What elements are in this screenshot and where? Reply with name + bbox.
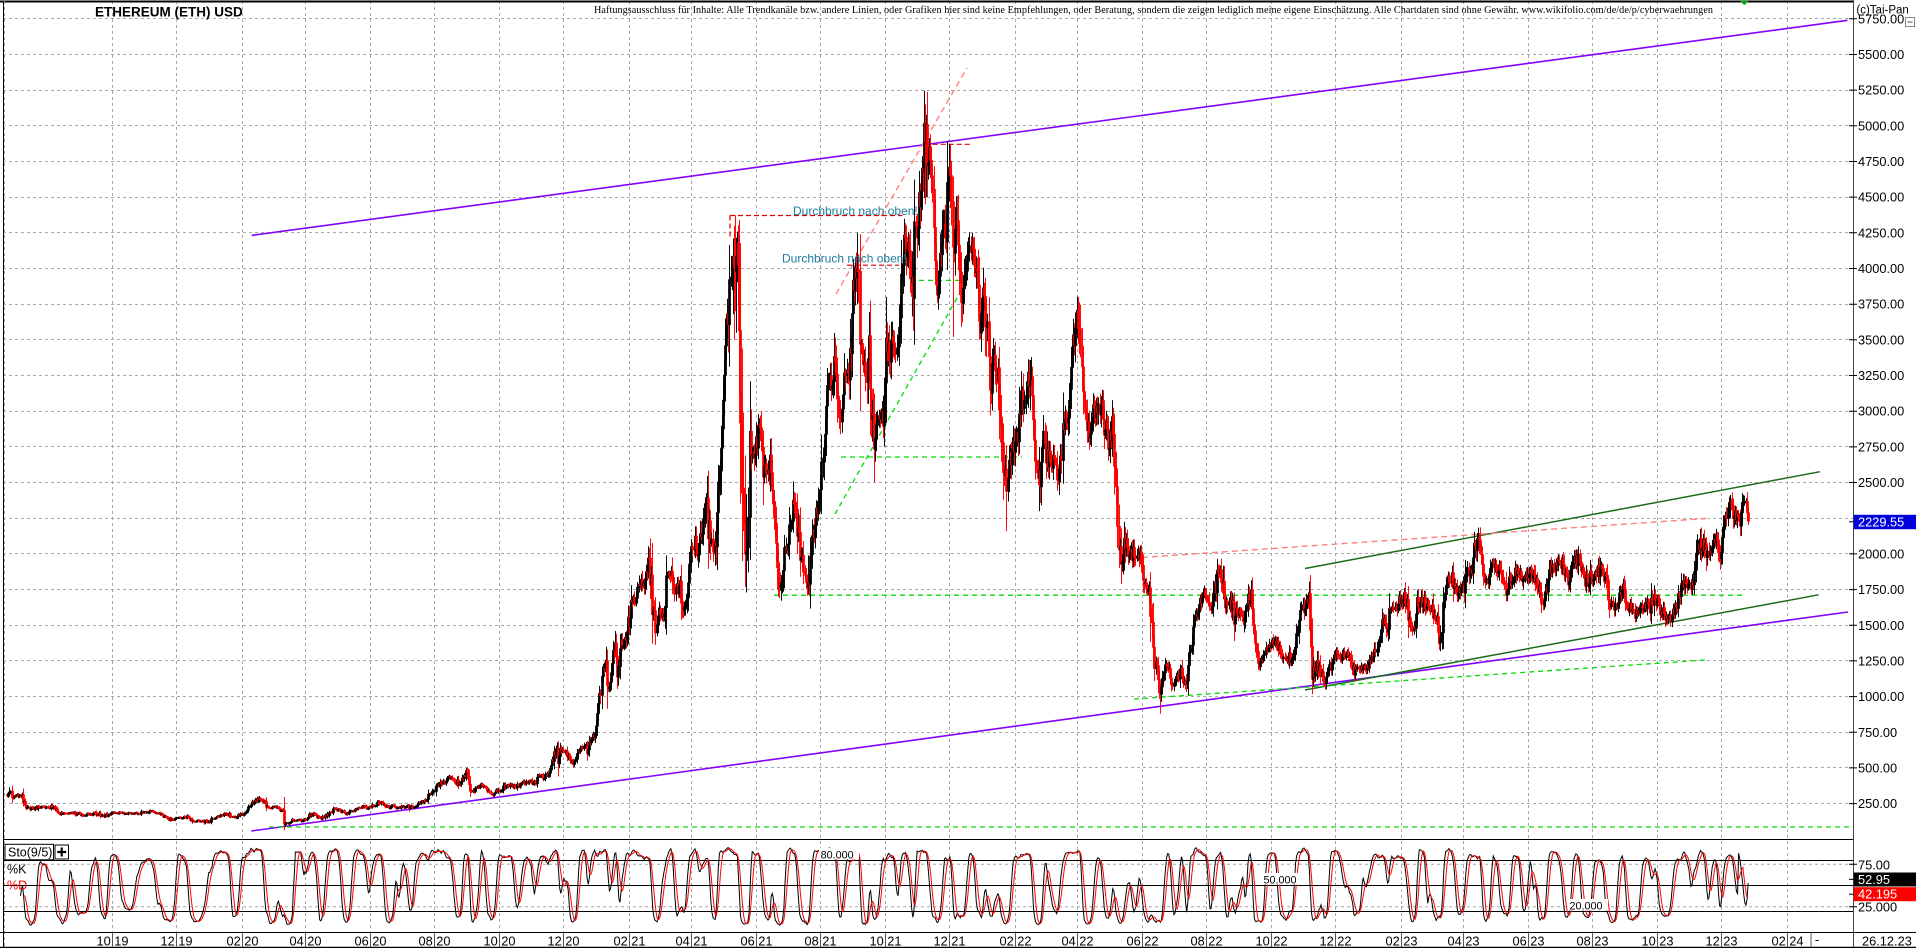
svg-text:5000.00: 5000.00 xyxy=(1858,118,1904,133)
svg-text:08 21: 08 21 xyxy=(804,934,836,948)
svg-text:500.00: 500.00 xyxy=(1858,760,1897,775)
svg-text:2000.00: 2000.00 xyxy=(1858,546,1904,561)
svg-text:2750.00: 2750.00 xyxy=(1858,439,1904,454)
svg-text:4750.00: 4750.00 xyxy=(1858,154,1904,169)
svg-text:04 22: 04 22 xyxy=(1061,934,1093,948)
svg-text:Durchbruch nach oben!: Durchbruch nach oben! xyxy=(782,252,907,266)
svg-text:750.00: 750.00 xyxy=(1858,725,1897,740)
svg-text:02 24: 02 24 xyxy=(1771,934,1803,948)
svg-text:10 21: 10 21 xyxy=(869,934,901,948)
svg-text:08 20: 08 20 xyxy=(418,934,450,948)
svg-text:02 20: 02 20 xyxy=(226,934,258,948)
svg-text:10 19: 10 19 xyxy=(96,934,128,948)
svg-text:Durchbruch nach oben!: Durchbruch nach oben! xyxy=(793,204,918,218)
svg-text:5750.00: 5750.00 xyxy=(1858,11,1904,26)
svg-text:02 22: 02 22 xyxy=(999,934,1031,948)
svg-text:1250.00: 1250.00 xyxy=(1858,653,1904,668)
svg-text:2229.55: 2229.55 xyxy=(1858,514,1904,529)
svg-text:06 21: 06 21 xyxy=(740,934,772,948)
svg-text:02 21: 02 21 xyxy=(613,934,645,948)
svg-text:04 21: 04 21 xyxy=(675,934,707,948)
svg-text:250.00: 250.00 xyxy=(1858,796,1897,811)
svg-text:%K: %K xyxy=(7,863,27,877)
svg-text:ETHEREUM (ETH) USD: ETHEREUM (ETH) USD xyxy=(95,5,243,20)
svg-text:-: - xyxy=(1815,932,1819,947)
svg-text:4000.00: 4000.00 xyxy=(1858,261,1904,276)
svg-text:10 23: 10 23 xyxy=(1641,934,1673,948)
svg-text:10 22: 10 22 xyxy=(1255,934,1287,948)
svg-text:4500.00: 4500.00 xyxy=(1858,190,1904,205)
svg-text:12 21: 12 21 xyxy=(933,934,965,948)
svg-text:08 23: 08 23 xyxy=(1576,934,1608,948)
svg-text:5250.00: 5250.00 xyxy=(1858,83,1904,98)
svg-text:06 23: 06 23 xyxy=(1512,934,1544,948)
svg-text:06 22: 06 22 xyxy=(1126,934,1158,948)
svg-text:(c)Tai-Pan: (c)Tai-Pan xyxy=(1856,5,1908,17)
svg-text:02 23: 02 23 xyxy=(1385,934,1417,948)
svg-text:50.000: 50.000 xyxy=(1264,875,1297,887)
svg-text:1750.00: 1750.00 xyxy=(1858,582,1904,597)
svg-text:20.000: 20.000 xyxy=(1570,901,1603,913)
svg-text:06 20: 06 20 xyxy=(354,934,386,948)
svg-text:12 20: 12 20 xyxy=(547,934,579,948)
svg-text:Sto(9/5): Sto(9/5) xyxy=(8,846,52,860)
svg-text:4250.00: 4250.00 xyxy=(1858,225,1904,240)
svg-text:1500.00: 1500.00 xyxy=(1858,618,1904,633)
svg-text:%D: %D xyxy=(7,879,27,893)
svg-text:3250.00: 3250.00 xyxy=(1858,368,1904,383)
svg-text:42.195: 42.195 xyxy=(1858,887,1897,902)
svg-text:12 23: 12 23 xyxy=(1705,934,1737,948)
svg-text:26.12.23: 26.12.23 xyxy=(1862,934,1912,948)
svg-text:3500.00: 3500.00 xyxy=(1858,332,1904,347)
svg-text:08 22: 08 22 xyxy=(1190,934,1222,948)
svg-text:12 22: 12 22 xyxy=(1319,934,1351,948)
svg-text:3000.00: 3000.00 xyxy=(1858,404,1904,419)
svg-text:75.00: 75.00 xyxy=(1858,857,1890,872)
svg-text:04 23: 04 23 xyxy=(1447,934,1479,948)
svg-text:1000.00: 1000.00 xyxy=(1858,689,1904,704)
svg-text:12 19: 12 19 xyxy=(160,934,192,948)
svg-text:25.000: 25.000 xyxy=(1858,900,1897,915)
svg-text:04 20: 04 20 xyxy=(289,934,321,948)
svg-text:52.95: 52.95 xyxy=(1858,872,1890,887)
svg-text:2500.00: 2500.00 xyxy=(1858,475,1904,490)
svg-text:Haftungsausschluss für Inhalte: Haftungsausschluss für Inhalte: Alle Tre… xyxy=(594,5,1713,16)
svg-text:10 20: 10 20 xyxy=(483,934,515,948)
svg-text:3750.00: 3750.00 xyxy=(1858,297,1904,312)
svg-text:80.000: 80.000 xyxy=(821,850,854,862)
svg-text:5500.00: 5500.00 xyxy=(1858,47,1904,62)
